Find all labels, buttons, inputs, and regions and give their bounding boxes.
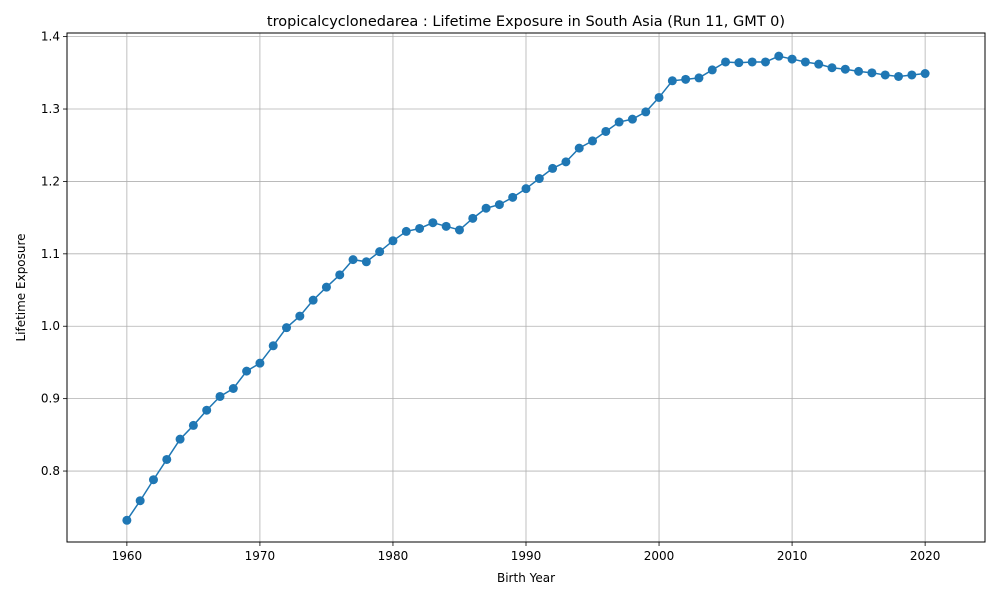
data-point xyxy=(814,59,824,69)
data-point xyxy=(827,63,837,73)
data-point xyxy=(627,114,637,124)
data-point xyxy=(800,57,810,67)
data-point xyxy=(760,57,770,67)
data-point xyxy=(747,57,757,67)
data-point xyxy=(122,515,132,525)
data-point xyxy=(920,69,930,79)
data-point xyxy=(361,257,371,267)
data-point xyxy=(854,66,864,76)
data-point xyxy=(508,192,518,202)
data-point xyxy=(415,223,425,233)
data-point xyxy=(321,282,331,292)
y-tick-label: 1.1 xyxy=(41,247,60,261)
data-point xyxy=(202,405,212,415)
y-tick-label: 1.0 xyxy=(41,319,60,333)
data-point xyxy=(907,70,917,80)
data-point xyxy=(641,107,651,117)
data-point xyxy=(282,323,292,333)
x-tick-label: 1960 xyxy=(112,549,143,563)
series-line xyxy=(122,51,930,525)
data-point xyxy=(654,92,664,102)
data-point xyxy=(348,255,358,265)
y-tick-label: 1.4 xyxy=(41,30,60,44)
data-point xyxy=(335,270,345,280)
y-tick-label: 1.3 xyxy=(41,102,60,116)
data-point xyxy=(375,247,385,257)
chart-title: tropicalcyclonedarea : Lifetime Exposure… xyxy=(267,14,785,30)
data-point xyxy=(441,221,451,231)
x-tick-label: 2000 xyxy=(644,549,675,563)
data-point xyxy=(721,57,731,67)
y-tick-label: 1.2 xyxy=(41,174,60,188)
x-tick-label: 1970 xyxy=(245,549,276,563)
data-point xyxy=(401,226,411,236)
y-tick-label: 0.9 xyxy=(41,392,60,406)
x-tick-label: 1980 xyxy=(378,549,409,563)
data-point xyxy=(215,391,225,401)
data-point xyxy=(494,200,504,210)
data-point xyxy=(308,295,318,305)
data-point xyxy=(188,420,198,430)
data-point xyxy=(867,68,877,78)
data-point xyxy=(534,174,544,184)
x-axis-label: Birth Year xyxy=(497,571,555,585)
data-point xyxy=(388,236,398,246)
data-point xyxy=(787,54,797,64)
data-point xyxy=(175,434,185,444)
ticks: 1960 1970 1980 1990 2000 2010 2020 0.8 0.9 1.0 1.1… xyxy=(41,30,940,563)
data-point xyxy=(601,126,611,136)
y-tick-label: 0.8 xyxy=(41,464,60,478)
data-point xyxy=(468,213,478,223)
data-point xyxy=(481,203,491,213)
data-point xyxy=(574,143,584,153)
data-point xyxy=(295,311,305,321)
x-tick-label: 1990 xyxy=(511,549,542,563)
data-point xyxy=(734,58,744,68)
data-point xyxy=(694,73,704,83)
data-point xyxy=(521,184,531,194)
data-point xyxy=(548,163,558,173)
data-point xyxy=(561,157,571,167)
data-point xyxy=(228,384,238,394)
data-point xyxy=(681,74,691,84)
data-point xyxy=(840,64,850,74)
data-point xyxy=(880,70,890,80)
data-point xyxy=(162,454,172,464)
y-axis-label: Lifetime Exposure xyxy=(14,233,28,341)
x-tick-label: 2010 xyxy=(777,549,808,563)
data-point xyxy=(242,366,252,376)
data-point xyxy=(135,496,145,506)
data-point xyxy=(894,71,904,81)
data-point xyxy=(707,65,717,75)
data-point xyxy=(588,136,598,146)
grid xyxy=(67,33,985,542)
data-point xyxy=(454,225,464,235)
data-point xyxy=(428,218,438,228)
data-point xyxy=(148,475,158,485)
x-tick-label: 2020 xyxy=(910,549,941,563)
data-point xyxy=(255,358,265,368)
data-point xyxy=(268,341,278,351)
data-point xyxy=(614,117,624,127)
data-point xyxy=(774,51,784,61)
data-point xyxy=(667,76,677,86)
